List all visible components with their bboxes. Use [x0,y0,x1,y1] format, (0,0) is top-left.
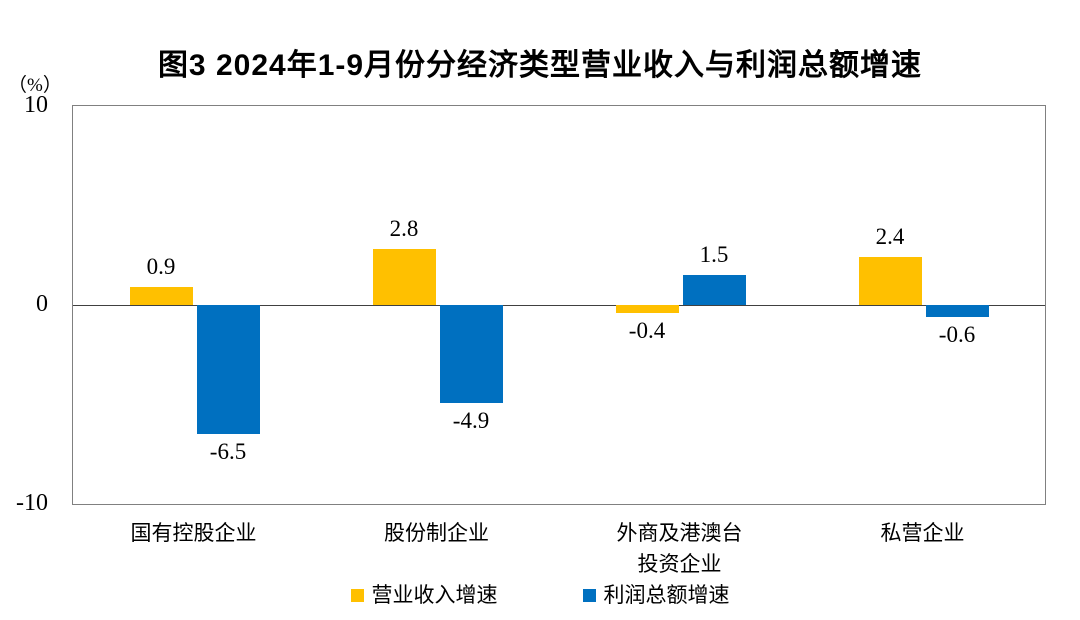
revenue-growth-bar [372,249,436,305]
y-tick-label: 0 [36,291,48,317]
bar-value-label: 1.5 [699,242,729,268]
legend-item-revenue-growth: 营业收入增速 [350,581,498,609]
category-label: 外商及港澳台 投资企业 [616,521,743,576]
y-axis-unit-label: （%） [8,75,62,96]
category-label: 国有控股企业 [130,521,257,545]
legend-label: 利润总额增速 [603,583,730,607]
legend-swatch-icon [582,588,596,602]
legend-item-profit-growth: 利润总额增速 [582,581,730,609]
bar-value-label: 0.9 [146,254,176,280]
y-tick-label: -10 [16,490,48,516]
bar-value-label: -0.4 [628,317,666,343]
plot-area: 0.9 -6.5 2.8 -4.9 -0.4 1.5 2.4 -0.6 [72,105,1046,505]
profit-growth-bar [196,305,260,435]
revenue-growth-bar [615,305,679,313]
bar-value-label: -0.6 [938,321,976,347]
bar-value-label: 2.8 [389,216,419,242]
category-label: 私营企业 [880,521,965,545]
y-tick-label: 10 [24,92,48,118]
bar-value-label: -6.5 [209,439,247,465]
legend-label: 营业收入增速 [371,583,498,607]
legend: 营业收入增速 利润总额增速 [0,581,1080,609]
bar-value-label: 2.4 [875,224,905,250]
legend-swatch-icon [350,588,364,602]
revenue-growth-bar [858,257,922,305]
category-label: 股份制企业 [384,521,489,545]
zero-gridline [73,304,1045,306]
profit-growth-bar [925,305,989,317]
profit-growth-bar [682,275,746,305]
bar-value-label: -4.9 [452,407,490,433]
profit-growth-bar [439,305,503,403]
revenue-growth-bar [129,287,193,305]
chart-title: 图3 2024年1-9月份分经济类型营业收入与利润总额增速 [157,49,923,82]
